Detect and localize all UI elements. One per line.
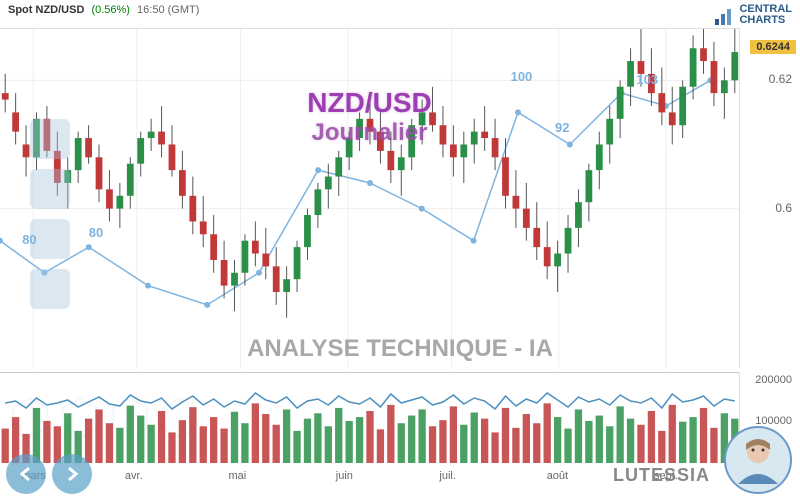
volume-chart[interactable] <box>0 372 740 462</box>
arrow-right-icon <box>62 464 82 484</box>
x-tick: juin <box>336 470 353 482</box>
logo[interactable]: CENTRAL CHARTS <box>713 4 792 26</box>
brand-footer: LUTESSIA <box>613 465 710 486</box>
avatar-icon[interactable] <box>724 426 792 494</box>
volume-canvas <box>0 373 740 463</box>
analysis-title: ANALYSE TECHNIQUE - IA <box>247 335 553 363</box>
logo-icon <box>713 5 733 25</box>
logo-text: CENTRAL CHARTS <box>739 4 792 26</box>
timestamp: 16:50 (GMT) <box>137 4 199 16</box>
current-price: 0.6244 <box>750 40 796 54</box>
x-tick: avr. <box>125 470 143 482</box>
price-y-axis: 0.6 0.62 0.6244 <box>740 28 800 368</box>
x-tick: mai <box>229 470 247 482</box>
indicator-value: 92 <box>555 120 569 135</box>
y-tick: 0.62 <box>769 72 792 86</box>
price-chart[interactable]: NZD/USD Journalier <box>0 28 740 368</box>
indicator-value: 80 <box>89 225 103 240</box>
indicator-value: 100 <box>511 69 533 84</box>
vol-y-tick: 200000 <box>755 374 792 386</box>
nav-next-button[interactable] <box>52 454 92 494</box>
chart-header: Spot NZD/USD (0.56%) 16:50 (GMT) <box>8 4 199 16</box>
x-tick: août <box>547 470 568 482</box>
x-tick: juil. <box>439 470 456 482</box>
pair-label: Spot NZD/USD <box>8 4 84 16</box>
arrow-left-icon <box>16 464 36 484</box>
chart-title: NZD/USD Journalier <box>307 87 431 147</box>
nav-prev-button[interactable] <box>6 454 46 494</box>
indicator-value: 103 <box>636 72 658 87</box>
y-tick: 0.6 <box>775 201 792 215</box>
indicator-value: 80 <box>22 232 36 247</box>
pct-change: (0.56%) <box>91 4 130 16</box>
candlestick-canvas <box>0 29 740 369</box>
watermark-icons <box>20 119 80 319</box>
